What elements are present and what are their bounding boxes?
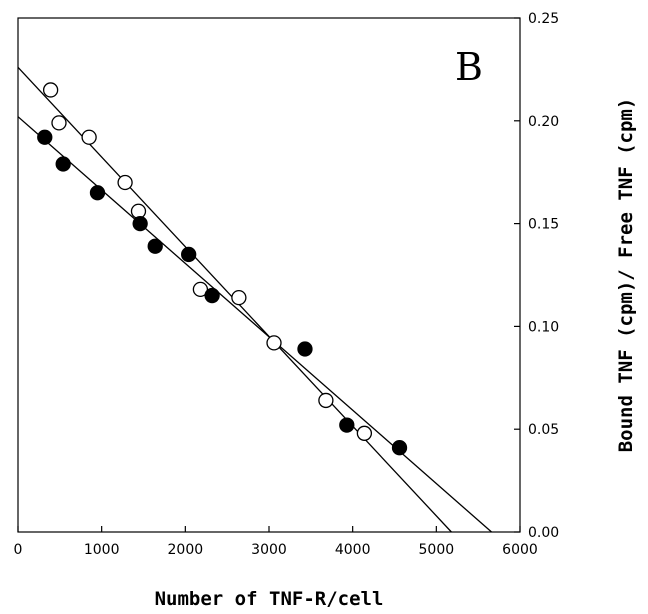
panel-label: B xyxy=(455,45,483,89)
x-tick-label: 3000 xyxy=(251,542,287,558)
filled-circle-point xyxy=(56,157,70,171)
y-tick-label: 0.20 xyxy=(528,114,559,130)
y-tick-label: 0.05 xyxy=(528,422,559,438)
y-tick-label: 0.10 xyxy=(528,319,559,335)
open-circle-point xyxy=(319,393,333,407)
x-axis-title: Number of TNF-R/cell xyxy=(155,588,384,610)
x-tick-label: 2000 xyxy=(168,542,204,558)
filled-circle-point xyxy=(393,441,407,455)
open-circle-point xyxy=(267,336,281,350)
x-tick-label: 0 xyxy=(14,542,23,558)
filled-circle-point xyxy=(38,130,52,144)
x-axis: 0 1000 2000 3000 4000 5000 6000 xyxy=(14,526,538,558)
x-tick-label: 1000 xyxy=(84,542,120,558)
plot-frame xyxy=(18,18,520,532)
x-tick-label: 4000 xyxy=(335,542,371,558)
fit-line-filled xyxy=(18,117,492,532)
filled-circle-point xyxy=(340,418,354,432)
open-circle-point xyxy=(82,130,96,144)
open-circle-point xyxy=(357,426,371,440)
filled-circle-point xyxy=(298,342,312,356)
filled-circle-point xyxy=(148,239,162,253)
open-circle-point xyxy=(44,83,58,97)
y-axis: 0.00 0.05 0.10 0.15 0.20 0.25 xyxy=(514,11,559,541)
filled-circle-point xyxy=(205,289,219,303)
open-circle-point xyxy=(232,291,246,305)
y-tick-label: 0.25 xyxy=(528,11,559,27)
open-circle-point xyxy=(118,175,132,189)
filled-circle-point xyxy=(133,217,147,231)
filled-circle-point xyxy=(182,247,196,261)
open-circle-point xyxy=(52,116,66,130)
filled-circle-point xyxy=(90,186,104,200)
y-tick-label: 0.00 xyxy=(528,525,559,541)
x-tick-label: 5000 xyxy=(419,542,455,558)
y-tick-label: 0.15 xyxy=(528,217,559,233)
x-tick-label: 6000 xyxy=(502,542,538,558)
data-points xyxy=(38,83,407,455)
y-axis-title: Bound TNF (cpm)/ Free TNF (cpm) xyxy=(615,98,637,453)
